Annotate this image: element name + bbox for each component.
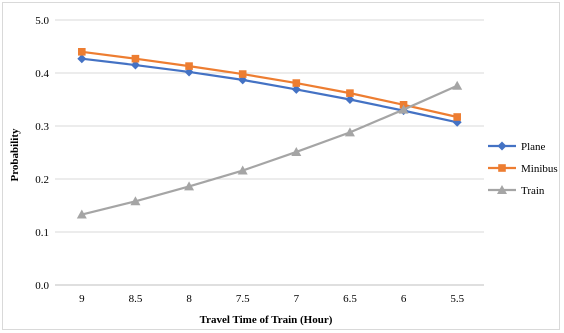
chart-frame — [2, 2, 560, 330]
x-tick-label: 6.5 — [343, 293, 357, 305]
y-tick-label: 0.3 — [35, 121, 49, 133]
data-point — [77, 54, 87, 64]
data-point — [130, 196, 141, 206]
y-tick-label: 5.0 — [35, 15, 49, 27]
legend-item: Plane — [488, 141, 546, 153]
series-group — [76, 48, 463, 219]
data-point — [78, 48, 86, 56]
x-tick-label: 8 — [186, 293, 192, 305]
data-point — [131, 54, 140, 63]
data-point — [497, 141, 507, 151]
legend-item: Minibus — [488, 163, 558, 175]
x-tick-label: 5.5 — [450, 293, 464, 305]
y-tick-label: 0.4 — [35, 68, 49, 80]
data-point — [184, 181, 195, 191]
gridlines — [55, 19, 484, 286]
series-line — [81, 50, 458, 119]
series-line — [81, 57, 458, 124]
series-line — [81, 84, 458, 216]
x-tick-label: 8.5 — [129, 293, 143, 305]
data-point — [398, 104, 409, 114]
data-point — [453, 113, 461, 121]
data-point — [498, 164, 506, 172]
y-axis-label: Probability — [9, 128, 21, 181]
legend-label: Minibus — [521, 163, 558, 175]
data-point — [237, 165, 248, 175]
data-point — [497, 185, 507, 194]
y-tick-label: 0.1 — [35, 227, 49, 239]
x-tick-labels: 9 8.5 8 7.5 7 6.5 6 5.5 — [79, 293, 465, 305]
data-point — [345, 95, 355, 104]
legend: Plane Minibus Train — [488, 141, 558, 197]
x-tick-label: 9 — [79, 293, 85, 305]
y-tick-labels: 0.0 0.1 0.2 0.3 0.4 5.0 — [35, 15, 49, 292]
data-point — [292, 79, 301, 87]
y-tick-label: 0.0 — [35, 280, 49, 292]
x-tick-label: 7.5 — [236, 293, 250, 305]
data-point — [238, 70, 247, 78]
series-plane — [77, 54, 462, 127]
data-point — [130, 60, 140, 70]
x-tick-label: 6 — [401, 293, 407, 305]
data-point — [291, 84, 301, 94]
legend-label: Plane — [521, 141, 546, 153]
x-tick-label: 7 — [294, 293, 300, 305]
data-point — [291, 146, 302, 156]
legend-label: Train — [521, 185, 545, 197]
legend-item: Train — [488, 185, 545, 197]
data-point — [452, 80, 463, 90]
data-point — [344, 127, 355, 137]
data-point — [185, 62, 193, 70]
y-tick-label: 0.2 — [35, 174, 49, 186]
data-point — [346, 89, 354, 97]
x-axis-label: Travel Time of Train (Hour) — [200, 314, 333, 326]
series-train — [76, 80, 463, 219]
data-point — [76, 209, 87, 219]
